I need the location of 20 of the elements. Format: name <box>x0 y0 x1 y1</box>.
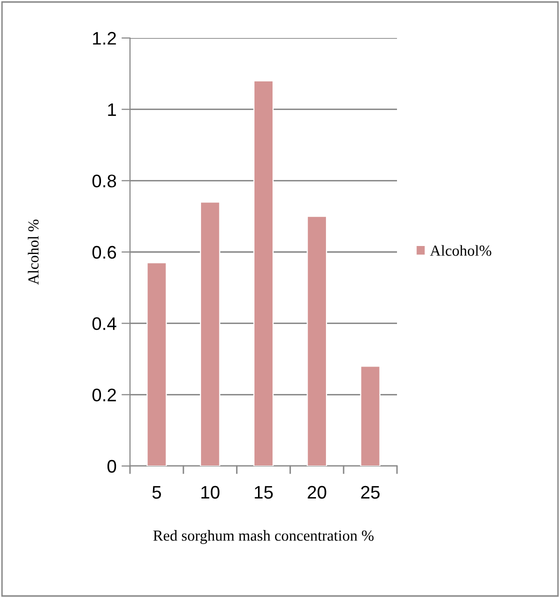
y-axis-title: Alcohol % <box>28 220 39 285</box>
legend-label: Alcohol% <box>430 245 492 256</box>
y-tick-label: 1.2 <box>93 32 116 45</box>
y-tick-label: 0.4 <box>92 317 116 330</box>
x-tick-label: 25 <box>361 486 380 499</box>
y-tick-label: 1 <box>108 103 116 116</box>
x-tick-label: 15 <box>254 486 273 499</box>
bar <box>146 262 167 466</box>
x-tick-label: 20 <box>308 486 326 499</box>
y-tick-label: 0.6 <box>92 246 116 259</box>
bar <box>306 216 328 466</box>
bar <box>253 80 274 466</box>
y-tick-label: 0.8 <box>92 174 116 188</box>
bar <box>200 202 220 466</box>
x-tick-label: 10 <box>201 486 220 499</box>
x-axis-title: Red sorghum mash concentration % <box>153 530 374 544</box>
y-tick-label: 0.2 <box>92 388 116 402</box>
y-tick-label: 0 <box>107 460 116 473</box>
bar <box>360 366 380 466</box>
x-tick-label: 5 <box>152 486 161 499</box>
